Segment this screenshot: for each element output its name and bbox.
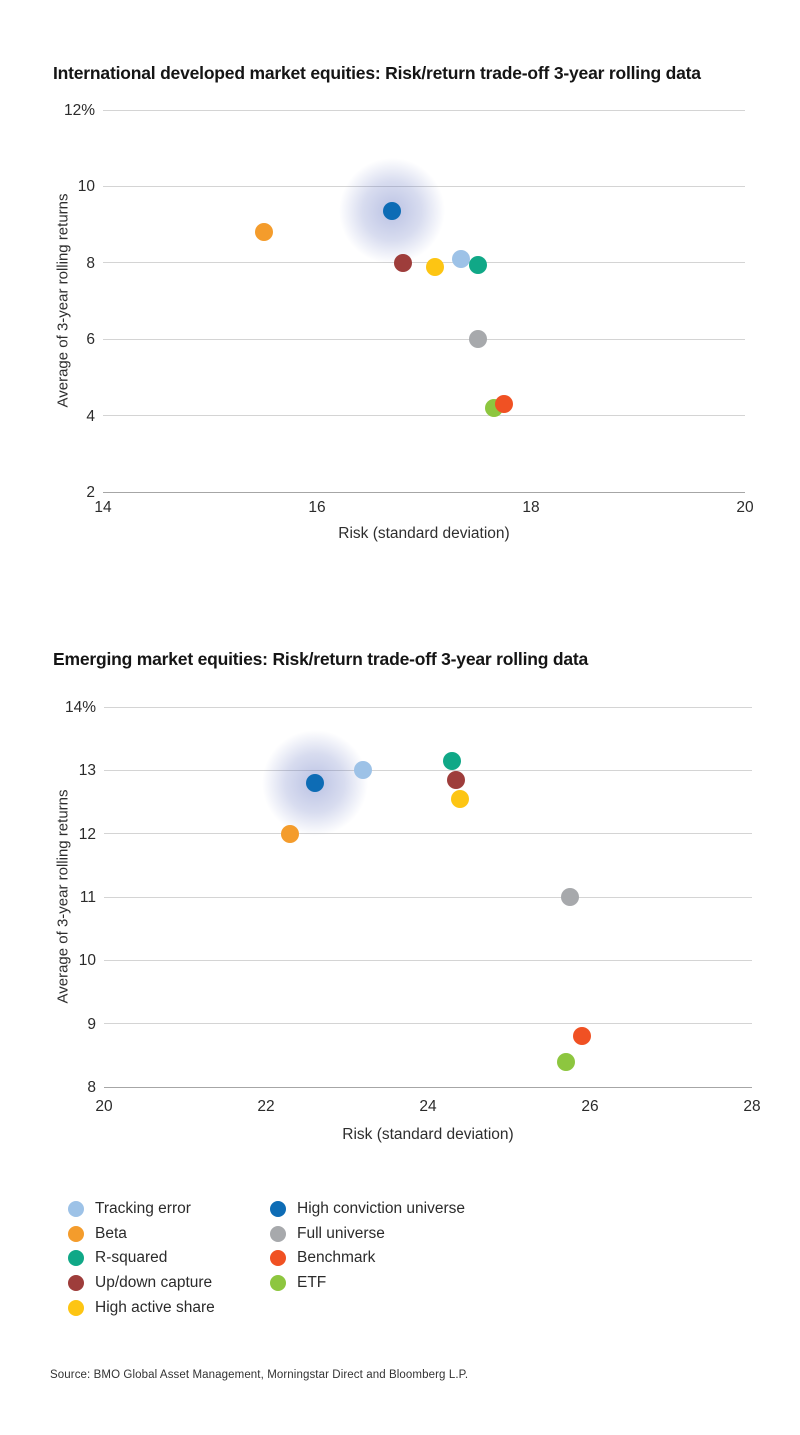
point-r-squared <box>468 255 487 274</box>
x-tick-label: 22 <box>257 1098 275 1115</box>
x-axis-title: Risk (standard deviation) <box>338 525 510 542</box>
point-tracking-error <box>452 249 471 268</box>
y-tick-label: 11 <box>79 889 96 906</box>
y-tick-label: 8 <box>87 1079 96 1096</box>
x-axis-line <box>104 1086 752 1088</box>
legend-label: High active share <box>95 1298 215 1316</box>
gridline <box>104 896 752 898</box>
chart-title-rest: Risk/return trade-off 3-year rolling dat… <box>267 648 589 669</box>
x-tick-label: 24 <box>419 1098 437 1115</box>
y-tick-label: 13 <box>78 762 96 780</box>
point-high-conviction-universe <box>382 202 401 221</box>
legend-dot-icon <box>68 1275 84 1292</box>
point-benchmark <box>495 395 514 414</box>
legend-item-r-squared: R-squared <box>68 1246 215 1271</box>
x-tick-label: 26 <box>581 1098 599 1115</box>
y-tick-label: 14% <box>64 699 96 716</box>
legend-label: R-squared <box>95 1249 168 1267</box>
y-tick-label: 12 <box>78 825 96 843</box>
point-up-down-capture <box>393 253 412 272</box>
point-high-active-share <box>425 257 444 276</box>
gridline <box>103 262 745 264</box>
legend-dot-icon <box>270 1250 286 1267</box>
point-r-squared <box>443 751 462 770</box>
legend-column-2: High conviction universe Full universe Ben… <box>270 1197 465 1295</box>
y-tick-label: 10 <box>77 178 95 196</box>
point-high-conviction-universe <box>305 774 324 792</box>
legend-item-benchmark: Benchmark <box>270 1246 465 1271</box>
legend-label: Up/down capture <box>95 1274 213 1292</box>
y-tick-label: 2 <box>86 484 95 501</box>
x-tick-label: 18 <box>522 499 540 516</box>
gridline <box>104 1023 752 1025</box>
gridline <box>103 338 745 340</box>
legend-label: Beta <box>95 1224 127 1242</box>
gridline <box>104 959 752 961</box>
gridline <box>104 706 752 708</box>
legend-label: Tracking error <box>95 1200 191 1218</box>
legend-dot-icon <box>270 1275 286 1292</box>
x-axis-title: Risk (standard deviation) <box>342 1126 514 1143</box>
y-tick-label: 4 <box>86 407 95 425</box>
scatter-plot-area: 8 9 10 11 12 13 14% 20 22 24 26 28 <box>65 699 761 1115</box>
y-tick-label: 8 <box>86 254 95 272</box>
legend-dot-icon <box>68 1299 84 1316</box>
legend-dot-icon <box>68 1225 84 1242</box>
gridline <box>103 109 745 111</box>
legend-label: High conviction universe <box>297 1200 466 1218</box>
chart-title: Emerging market equities: Risk/return tr… <box>53 649 588 670</box>
y-tick-label: 10 <box>78 952 96 970</box>
legend-item-tracking-error: Tracking error <box>68 1197 215 1222</box>
legend-label: ETF <box>297 1274 327 1292</box>
legend-label: Full universe <box>297 1224 385 1242</box>
y-axis-title: Average of 3-year rolling returns <box>54 193 72 408</box>
chart-title-rest: Risk/return trade-off 3-year rolling dat… <box>380 62 701 83</box>
gridline <box>103 185 745 187</box>
x-tick-label: 28 <box>743 1098 761 1115</box>
x-tick-label: 20 <box>736 499 754 516</box>
legend-dot-icon <box>270 1225 286 1242</box>
x-tick-label: 14 <box>94 499 112 516</box>
y-tick-label: 6 <box>86 331 95 349</box>
y-tick-label: 9 <box>87 1015 96 1033</box>
legend-item-high-active-share: High active share <box>68 1295 215 1320</box>
legend-item-beta: Beta <box>68 1222 215 1247</box>
legend-dot-icon <box>68 1201 84 1218</box>
legend-dot-icon <box>68 1250 84 1267</box>
point-up-down-capture <box>447 770 466 789</box>
point-full-universe <box>560 888 579 906</box>
gridline <box>103 415 745 417</box>
legend-dot-icon <box>270 1201 286 1218</box>
chart-title: International developed market equities:… <box>53 63 701 84</box>
y-tick-label: 12% <box>63 102 95 119</box>
point-beta <box>281 824 300 843</box>
chart-title-bold: International developed market equities: <box>53 62 381 83</box>
gridline <box>104 769 752 771</box>
x-axis-line <box>103 491 745 493</box>
legend-item-high-conviction-universe: High conviction universe <box>270 1197 465 1222</box>
scatter-plot-area: 2 4 6 8 10 12% 14 16 18 20 <box>64 102 754 516</box>
legend-item-full-universe: Full universe <box>270 1222 465 1247</box>
x-tick-label: 16 <box>308 499 326 516</box>
point-beta <box>254 223 273 242</box>
gridline <box>104 833 752 835</box>
source-note: Source: BMO Global Asset Management, Mor… <box>50 1369 469 1381</box>
point-benchmark <box>572 1027 591 1046</box>
chart-title-bold: Emerging market equities: <box>53 648 268 669</box>
legend-label: Benchmark <box>297 1249 376 1267</box>
point-high-active-share <box>451 789 470 808</box>
legend-item-up-down-capture: Up/down capture <box>68 1271 215 1296</box>
x-tick-label: 20 <box>95 1098 113 1115</box>
point-full-universe <box>468 330 487 349</box>
point-tracking-error <box>354 761 373 780</box>
point-etf <box>556 1052 575 1071</box>
legend-item-etf: ETF <box>270 1271 465 1296</box>
legend-column-1: Tracking error Beta R-squared Up/down captu… <box>68 1197 215 1320</box>
